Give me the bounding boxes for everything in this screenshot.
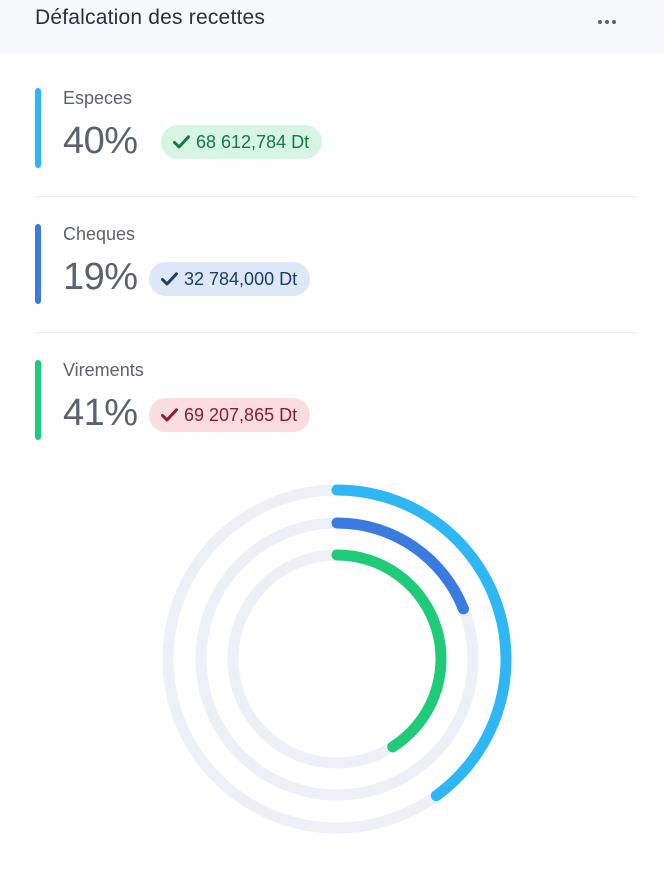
radial-bar-cheques: [331, 517, 469, 615]
amount-badge: 32 784,000 Dt: [149, 262, 311, 296]
item-percent: 41%: [63, 392, 138, 434]
check-icon: [173, 135, 190, 149]
radial-track-virements: [227, 549, 447, 769]
series-color-bar: [35, 88, 41, 168]
item-percent: 40%: [63, 120, 138, 162]
series-color-bar: [35, 360, 41, 440]
legend-item-cheques: Cheques 19% 32 784,000 Dt: [35, 224, 637, 360]
item-label: Especes: [63, 88, 133, 108]
check-icon: [161, 408, 178, 422]
series-color-bar: [35, 224, 41, 304]
radial-track-cheques: [195, 517, 479, 801]
amount-badge: 69 207,865 Dt: [149, 398, 311, 432]
item-label: Cheques: [63, 224, 136, 244]
item-amount: 32 784,000 Dt: [184, 268, 298, 289]
legend-item-virements: Virements 41% 69 207,865 Dt: [35, 360, 637, 496]
check-icon: [161, 272, 178, 286]
card-title: Défalcation des recettes: [35, 6, 266, 29]
legend-item-especes: Especes 40% 68 612,784 Dt: [35, 88, 637, 224]
item-label: Virements: [63, 360, 144, 380]
item-amount: 68 612,784 Dt: [196, 131, 310, 152]
divider: [35, 332, 637, 333]
card-header: Défalcation des recettes: [0, 0, 664, 54]
more-horizontal-icon[interactable]: [592, 10, 622, 34]
radial-bar-virements: [331, 549, 447, 753]
radial-track-especes: [162, 484, 512, 834]
amount-badge: 68 612,784 Dt: [161, 125, 323, 159]
item-amount: 69 207,865 Dt: [184, 404, 298, 425]
radial-bar-especes: [331, 484, 512, 802]
divider: [35, 196, 637, 197]
item-percent: 19%: [63, 256, 138, 298]
